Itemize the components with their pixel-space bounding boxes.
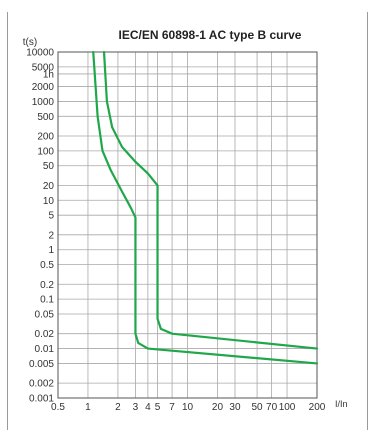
- y-tick-label: 2000: [32, 82, 55, 93]
- y-tick-label: 10: [43, 196, 55, 207]
- y-tick-label: 500: [37, 112, 54, 123]
- x-tick-label: 50: [252, 402, 264, 413]
- y-tick-label: 0.1: [40, 295, 54, 306]
- y-tick-label: 0.005: [29, 359, 54, 370]
- y-tick-label: 2: [48, 230, 54, 241]
- x-tick-label: 2: [115, 402, 121, 413]
- y-tick-label: 5000: [32, 62, 55, 73]
- x-tick-label: 7: [169, 402, 175, 413]
- y-tick-label: 50: [43, 161, 55, 172]
- y-tick-label: 200: [37, 131, 54, 142]
- x-tick-label: 20: [212, 402, 224, 413]
- y-tick-label: 0.002: [29, 379, 54, 390]
- y-tick-label: 0.001: [29, 394, 54, 405]
- y-tick-label: 0.05: [35, 310, 55, 321]
- y-tick-label: 20: [43, 181, 55, 192]
- y-tick-label: 1: [48, 245, 54, 256]
- y-tick-label: 0.01: [35, 344, 55, 355]
- x-axis-label: I/In: [335, 399, 348, 409]
- chart-frame: [7, 12, 368, 430]
- y-tick-label: 10000: [26, 48, 54, 59]
- x-tick-label: 4: [145, 402, 151, 413]
- x-tick-label: 5: [155, 402, 161, 413]
- y-tick-label: 100: [37, 146, 54, 157]
- x-tick-label: 3: [133, 402, 139, 413]
- x-tick-label: 0.5: [51, 402, 65, 413]
- x-tick-label: 200: [309, 402, 326, 413]
- plot-area-border: [57, 51, 318, 399]
- curve-lower-limit: [92, 50, 319, 365]
- x-tick-label: 1: [85, 402, 91, 413]
- chart-title: IEC/EN 60898-1 AC type B curve: [119, 28, 302, 42]
- y-tick-label: 1000: [32, 97, 55, 108]
- series-group: [92, 50, 319, 365]
- y-tick-label: 0.02: [35, 329, 55, 340]
- y-tick-label: 5: [48, 211, 54, 222]
- y-tick-label: 0.5: [40, 260, 54, 271]
- x-tick-label: 30: [229, 402, 241, 413]
- y-tick-label: 0.2: [40, 280, 54, 291]
- x-tick-label: 10: [182, 402, 194, 413]
- y-tick-label: 1h: [43, 69, 54, 80]
- curve-upper-limit: [102, 50, 319, 350]
- y-axis-label: t(s): [23, 37, 37, 48]
- x-tick-labels: 0.5 1 2 3 4 5 7 10 20 30 50 70 100 200: [51, 402, 326, 413]
- x-tick-label: 100: [279, 402, 296, 413]
- x-tick-label: 70: [266, 402, 278, 413]
